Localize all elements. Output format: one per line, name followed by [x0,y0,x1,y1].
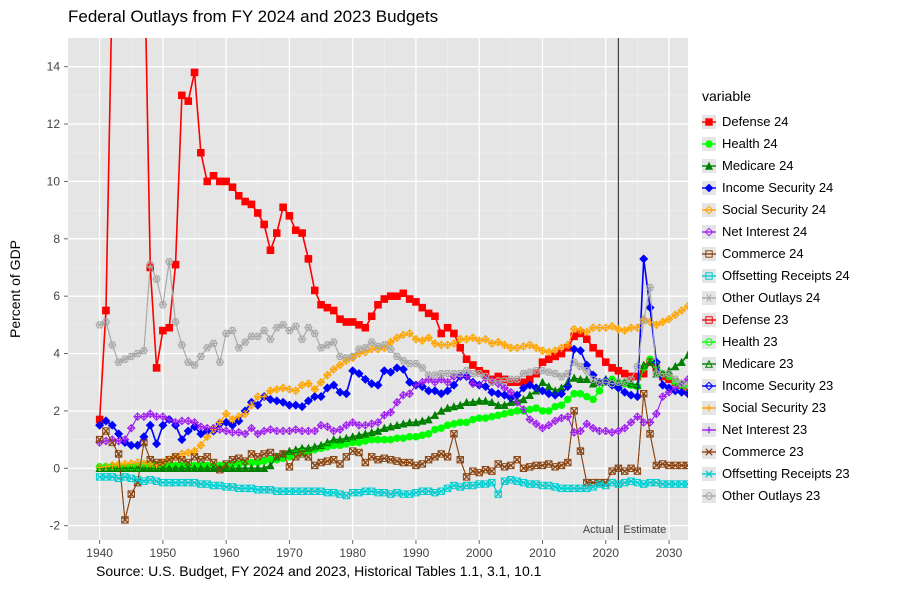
x-tick-label: 1960 [213,546,240,560]
legend-label: Net Interest 24 [722,224,807,239]
legend-label: Social Security 23 [722,400,826,415]
source-caption: Source: U.S. Budget, FY 2024 and 2023, H… [96,563,542,579]
legend-item: Net Interest 23 [702,422,807,437]
legend-label: Income Security 23 [722,378,833,393]
legend-label: Medicare 24 [722,158,794,173]
legend-item: Commerce 24 [702,246,804,261]
legend-label: Offsetting Receipts 24 [722,268,850,283]
legend-item: Offsetting Receipts 24 [702,268,850,283]
annot-actual: Actual [583,524,614,536]
legend-item: Defense 23 [702,312,789,327]
legend-label: Net Interest 23 [722,422,807,437]
legend-item: Social Security 23 [702,400,826,415]
legend-item: Health 24 [702,136,778,151]
y-tick-label: 6 [53,289,60,303]
x-tick-label: 2030 [656,546,683,560]
legend-label: Medicare 23 [722,356,794,371]
legend-label: Defense 24 [722,114,789,129]
legend-item: Income Security 23 [702,378,833,393]
y-tick-label: 10 [47,174,61,188]
legend-label: Social Security 24 [722,202,826,217]
legend-label: Income Security 24 [722,180,833,195]
chart-title: Federal Outlays from FY 2024 and 2023 Bu… [68,7,438,26]
legend-item: Other Outlays 23 [702,488,820,503]
annot-estimate: Estimate [623,524,666,536]
legend-item: Commerce 23 [702,444,804,459]
x-tick-label: 1950 [150,546,177,560]
y-tick-label: 8 [53,232,60,246]
x-tick-label: 1990 [403,546,430,560]
x-tick-label: 2000 [466,546,493,560]
legend-item: Net Interest 24 [702,224,807,239]
y-tick-label: 14 [47,60,61,74]
legend-item: Medicare 23 [702,356,794,371]
legend-label: Defense 23 [722,312,789,327]
legend-label: Health 23 [722,334,778,349]
x-tick-label: 1940 [86,546,113,560]
x-tick-label: 2010 [529,546,556,560]
legend-item: Medicare 24 [702,158,794,173]
legend-item: Health 23 [702,334,778,349]
legend-item: Defense 24 [702,114,789,129]
legend-label: Other Outlays 24 [722,290,820,305]
y-tick-label: 0 [53,461,60,475]
legend-label: Commerce 24 [722,246,804,261]
legend-item: Other Outlays 24 [702,290,820,305]
y-tick-label: 12 [47,117,61,131]
legend-label: Other Outlays 23 [722,488,820,503]
legend-label: Offsetting Receipts 23 [722,466,850,481]
y-tick-label: 2 [53,404,60,418]
legend-title: variable [702,88,751,104]
legend-label: Health 24 [722,136,778,151]
y-tick-label: 4 [53,347,60,361]
y-tick-label: -2 [49,519,60,533]
x-tick-label: 2020 [592,546,619,560]
legend-item: Offsetting Receipts 23 [702,466,850,481]
x-tick-label: 1980 [339,546,366,560]
legend-item: Social Security 24 [702,202,826,217]
y-axis-label: Percent of GDP [7,240,23,338]
legend-item: Income Security 24 [702,180,833,195]
outlays-chart: Federal Outlays from FY 2024 and 2023 Bu… [0,0,900,600]
legend-label: Commerce 23 [722,444,804,459]
x-tick-label: 1970 [276,546,303,560]
